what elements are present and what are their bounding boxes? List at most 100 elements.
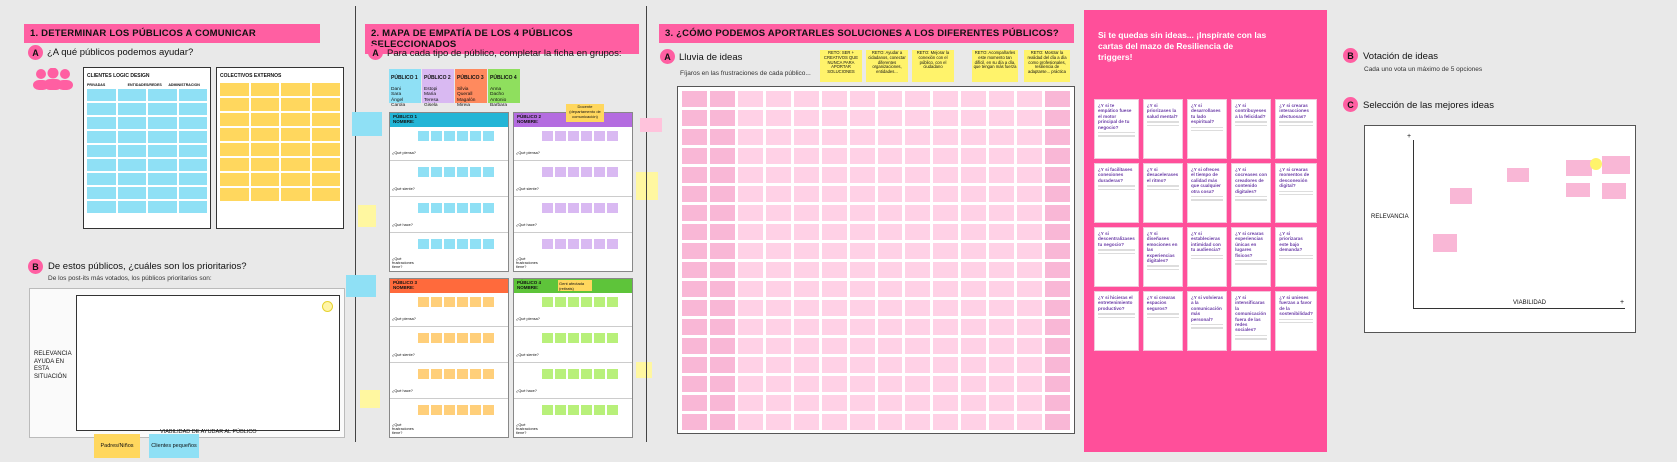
trigger-card[interactable]: ¿Y si cocreases con creadores de conteni… [1231,163,1272,223]
idea-note[interactable] [765,262,791,278]
sticky-note[interactable] [483,167,494,177]
idea-note[interactable] [849,129,875,145]
sticky-note[interactable] [87,159,116,171]
idea-note[interactable] [737,338,763,354]
idea-note[interactable] [849,91,875,107]
idea-note[interactable] [989,205,1015,221]
idea-note[interactable] [1017,224,1043,240]
idea-note[interactable] [821,357,847,373]
idea-note[interactable] [989,357,1015,373]
idea-note[interactable] [821,224,847,240]
trigger-card[interactable]: ¿Y si priorizases la salud mental? [1142,99,1183,159]
idea-note[interactable] [1017,129,1043,145]
sticky-note[interactable] [542,297,553,307]
idea-note[interactable] [765,148,791,164]
group-chip-1[interactable]: PÚBLICO 1 Dani Sara Ángel Carola [389,69,421,108]
sticky-note[interactable] [581,131,592,141]
trigger-card[interactable]: ¿Y si volvieras a la comunicación más pe… [1186,291,1228,351]
idea-note[interactable] [737,129,763,145]
idea-note[interactable] [1017,148,1043,164]
sticky-note[interactable] [607,203,618,213]
sticky-note[interactable] [418,333,429,343]
sticky-note[interactable] [87,173,116,185]
idea-note[interactable] [961,262,987,278]
idea-note[interactable] [933,186,959,202]
sticky-note[interactable] [444,203,455,213]
trigger-card[interactable]: ¿Y si intensificaras la comunicación fue… [1231,291,1272,351]
idea-note[interactable] [709,91,735,107]
idea-note[interactable] [821,91,847,107]
sticky-note[interactable] [250,158,279,171]
idea-note[interactable] [1017,338,1043,354]
sticky-note[interactable] [542,333,553,343]
trigger-card[interactable]: ¿Y si crearas espacios seguros? [1142,291,1183,351]
idea-note[interactable] [1045,262,1070,278]
sticky-note[interactable] [607,333,618,343]
sticky-note[interactable] [117,103,146,115]
idea-note[interactable] [1045,281,1070,297]
idea-note[interactable] [737,357,763,373]
sticky-note[interactable] [281,143,310,156]
trigger-card[interactable]: ¿Y si diseñases emociones en las experie… [1142,227,1183,287]
sticky-note[interactable] [178,103,207,115]
sticky-note[interactable] [457,131,468,141]
idea-note[interactable] [821,167,847,183]
sticky-note[interactable] [281,113,310,126]
sticky-note[interactable] [457,297,468,307]
sticky-note[interactable] [555,297,566,307]
sticky-note[interactable] [178,187,207,199]
sticky-note[interactable] [607,239,618,249]
idea-note[interactable] [877,110,903,126]
trigger-card[interactable]: ¿Y si ofreces el tiempo de calidad más q… [1186,163,1228,223]
reto-note-3[interactable]: RETO: Mejorar la conexión con el público… [912,50,954,82]
idea-note[interactable] [1017,414,1043,430]
sticky-note[interactable] [148,187,177,199]
idea-note[interactable] [1045,243,1070,259]
priority-plot-area[interactable] [76,295,340,431]
idea-note[interactable] [821,319,847,335]
idea-note[interactable] [877,338,903,354]
selected-idea[interactable] [1602,156,1630,174]
idea-note[interactable] [905,224,931,240]
idea-note[interactable] [961,224,987,240]
trigger-card[interactable]: ¿Y si crearas momentos de desconexión di… [1275,163,1317,223]
idea-note[interactable] [961,357,987,373]
idea-note[interactable] [905,338,931,354]
star-sticker[interactable] [322,301,333,312]
idea-note[interactable] [709,300,735,316]
trigger-card[interactable]: ¿Y si desarrollases tu lado espiritual? [1186,99,1228,159]
sticky-note[interactable] [220,143,249,156]
sticky-note[interactable] [470,203,481,213]
sticky-note[interactable] [220,173,249,186]
selected-idea[interactable] [1566,160,1592,176]
idea-note[interactable] [1045,129,1070,145]
idea-note[interactable] [1017,91,1043,107]
reto-note-5[interactable]: RETO: Mostrar la realidad del día a día … [1024,50,1070,82]
idea-note[interactable] [849,357,875,373]
idea-note[interactable] [765,129,791,145]
idea-note[interactable] [849,262,875,278]
idea-note[interactable] [933,167,959,183]
idea-note[interactable] [933,300,959,316]
idea-note[interactable] [709,319,735,335]
idea-note[interactable] [905,129,931,145]
idea-note[interactable] [682,205,707,221]
trigger-card[interactable]: ¿Y si hicieras el entretenimiento produc… [1094,291,1139,351]
idea-note[interactable] [933,110,959,126]
sticky-note[interactable] [444,131,455,141]
idea-note[interactable] [1045,205,1070,221]
idea-note[interactable] [961,300,987,316]
sticky-note[interactable] [444,239,455,249]
idea-note[interactable] [737,110,763,126]
sticky-note[interactable] [542,369,553,379]
sticky-note[interactable] [431,239,442,249]
idea-note[interactable] [1017,319,1043,335]
sticky-note[interactable] [220,98,249,111]
sticky-note[interactable] [568,167,579,177]
side-note[interactable] [352,112,382,136]
idea-note[interactable] [709,205,735,221]
sticky-note[interactable] [87,187,116,199]
idea-note[interactable] [933,395,959,411]
idea-note[interactable] [737,186,763,202]
idea-note[interactable] [849,281,875,297]
